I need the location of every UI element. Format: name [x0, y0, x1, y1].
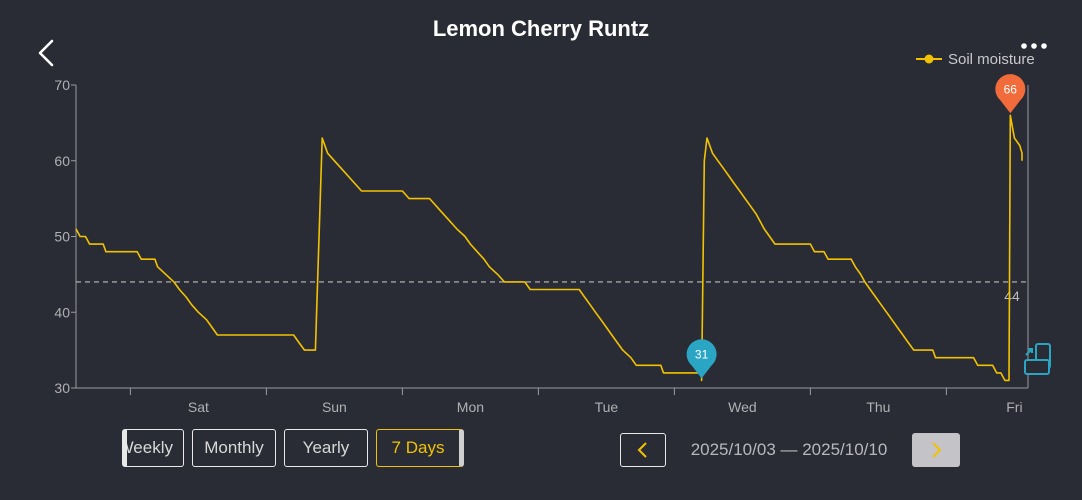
max-marker-label: 66: [1004, 82, 1018, 96]
more-dots-icon: [1021, 43, 1047, 49]
x-tick-label: Tue: [595, 399, 619, 415]
page-title: Lemon Cherry Runtz: [432, 16, 650, 41]
chevron-left-icon: [637, 442, 647, 458]
tab-7-days[interactable]: 7 Days: [376, 429, 464, 467]
soil-moisture-chart: 30 40 50 60 70 Sat Sun Mon Tue Wed Thu Fri 44 Soil…: [54, 51, 1035, 415]
x-tick-label: Wed: [728, 399, 757, 415]
x-tick-label: Sat: [188, 399, 209, 415]
x-tick-label: Mon: [457, 399, 484, 415]
rotate-screen-icon: [1024, 343, 1051, 375]
min-marker: 31: [686, 339, 717, 379]
previous-range-button[interactable]: [620, 433, 666, 467]
chevron-right-icon: [932, 442, 942, 458]
max-marker-pin: [995, 74, 1026, 114]
series-line-soil-moisture: [75, 114, 1023, 382]
y-tick-label: 30: [54, 380, 70, 396]
legend: Soil moisture: [916, 51, 1035, 68]
y-tick-label: 70: [54, 77, 70, 93]
x-tick-label: Thu: [866, 399, 890, 415]
min-marker-pin: [686, 339, 717, 379]
rotate-screen-button[interactable]: [1022, 342, 1058, 378]
back-button[interactable]: [30, 36, 66, 72]
date-range-label: 2025/10/03 — 2025/10/10: [690, 440, 888, 459]
x-tick-label: Sun: [322, 399, 347, 415]
min-marker-label: 31: [695, 347, 709, 361]
period-tabs: Weekly Monthly Yearly 7 Days: [122, 429, 464, 467]
legend-marker: [924, 54, 934, 64]
chevron-left-icon: [38, 39, 54, 67]
legend-label: Soil moisture: [948, 51, 1035, 68]
tab-monthly[interactable]: Monthly: [192, 429, 276, 467]
x-tick-label: Fri: [1006, 399, 1022, 415]
tab-yearly[interactable]: Yearly: [284, 429, 368, 467]
next-range-button[interactable]: [912, 433, 960, 467]
tab-weekly[interactable]: Weekly: [122, 429, 184, 467]
max-marker: 66: [995, 74, 1026, 114]
y-tick-label: 60: [54, 153, 70, 169]
y-tick-label: 50: [54, 229, 70, 245]
reference-line-label: 44: [1004, 288, 1020, 304]
more-button[interactable]: [1018, 36, 1050, 56]
y-tick-label: 40: [54, 304, 70, 320]
